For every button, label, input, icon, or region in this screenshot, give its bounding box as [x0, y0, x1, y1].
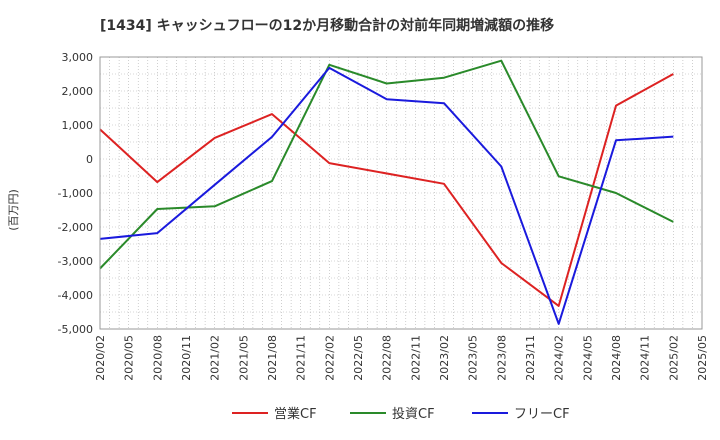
x-tick-label: 2021/05 — [237, 335, 250, 381]
x-tick-label: 2022/05 — [352, 335, 365, 381]
x-tick-label: 2023/11 — [524, 335, 537, 381]
series-line — [99, 73, 674, 307]
x-tick-label: 2023/05 — [467, 335, 480, 381]
legend-label: 営業CF — [274, 406, 317, 422]
x-tick-label: 2020/08 — [151, 335, 164, 381]
legend-label: 投資CF — [392, 406, 435, 422]
series-lines — [99, 59, 674, 325]
x-tick-label: 2021/11 — [295, 335, 308, 381]
x-tick-label: 2022/08 — [381, 335, 394, 381]
y-tick-label: -4,000 — [58, 289, 93, 302]
series-line — [99, 59, 674, 270]
x-tick-label: 2020/02 — [94, 335, 107, 381]
y-ticks: 3,000 2,000 1,000 0 -1,000 -2,000 -3,000 -4,000… — [58, 51, 93, 336]
x-tick-label: 2025/05 — [696, 335, 709, 381]
y-axis-label: (百万円) — [7, 189, 20, 231]
y-tick-label: 2,000 — [62, 85, 94, 98]
x-ticks: 2020/02 2020/05 2020/08 2020/11 2021/02 2021/… — [94, 335, 709, 381]
plot-frame — [99, 56, 703, 330]
x-tick-label: 2024/05 — [581, 335, 594, 381]
y-tick-label: 1,000 — [62, 119, 94, 132]
grid — [100, 57, 702, 329]
x-tick-label: 2021/02 — [209, 335, 222, 381]
x-tick-label: 2020/05 — [123, 335, 136, 381]
x-tick-label: 2020/11 — [180, 335, 193, 381]
y-tick-label: -2,000 — [58, 221, 93, 234]
x-tick-label: 2022/02 — [323, 335, 336, 381]
x-tick-label: 2025/02 — [667, 335, 680, 381]
x-tick-label: 2021/08 — [266, 335, 279, 381]
x-tick-label: 2024/08 — [610, 335, 623, 381]
y-tick-label: -1,000 — [58, 187, 93, 200]
x-tick-label: 2022/11 — [409, 335, 422, 381]
x-tick-label: 2024/11 — [639, 335, 652, 381]
y-tick-label: -3,000 — [58, 255, 93, 268]
y-tick-label: 3,000 — [62, 51, 94, 64]
series-line — [99, 66, 674, 325]
legend-label: フリーCF — [514, 407, 570, 422]
x-tick-label: 2023/08 — [495, 335, 508, 381]
x-tick-label: 2023/02 — [438, 335, 451, 381]
legend: 営業CF 投資CF フリーCF — [232, 406, 570, 422]
y-tick-label: -5,000 — [58, 323, 93, 336]
y-tick-label: 0 — [86, 153, 93, 166]
chart-title: [1434] キャッシュフローの12か月移動合計の対前年同期増減額の推移 — [100, 17, 554, 34]
x-tick-label: 2024/02 — [553, 335, 566, 381]
